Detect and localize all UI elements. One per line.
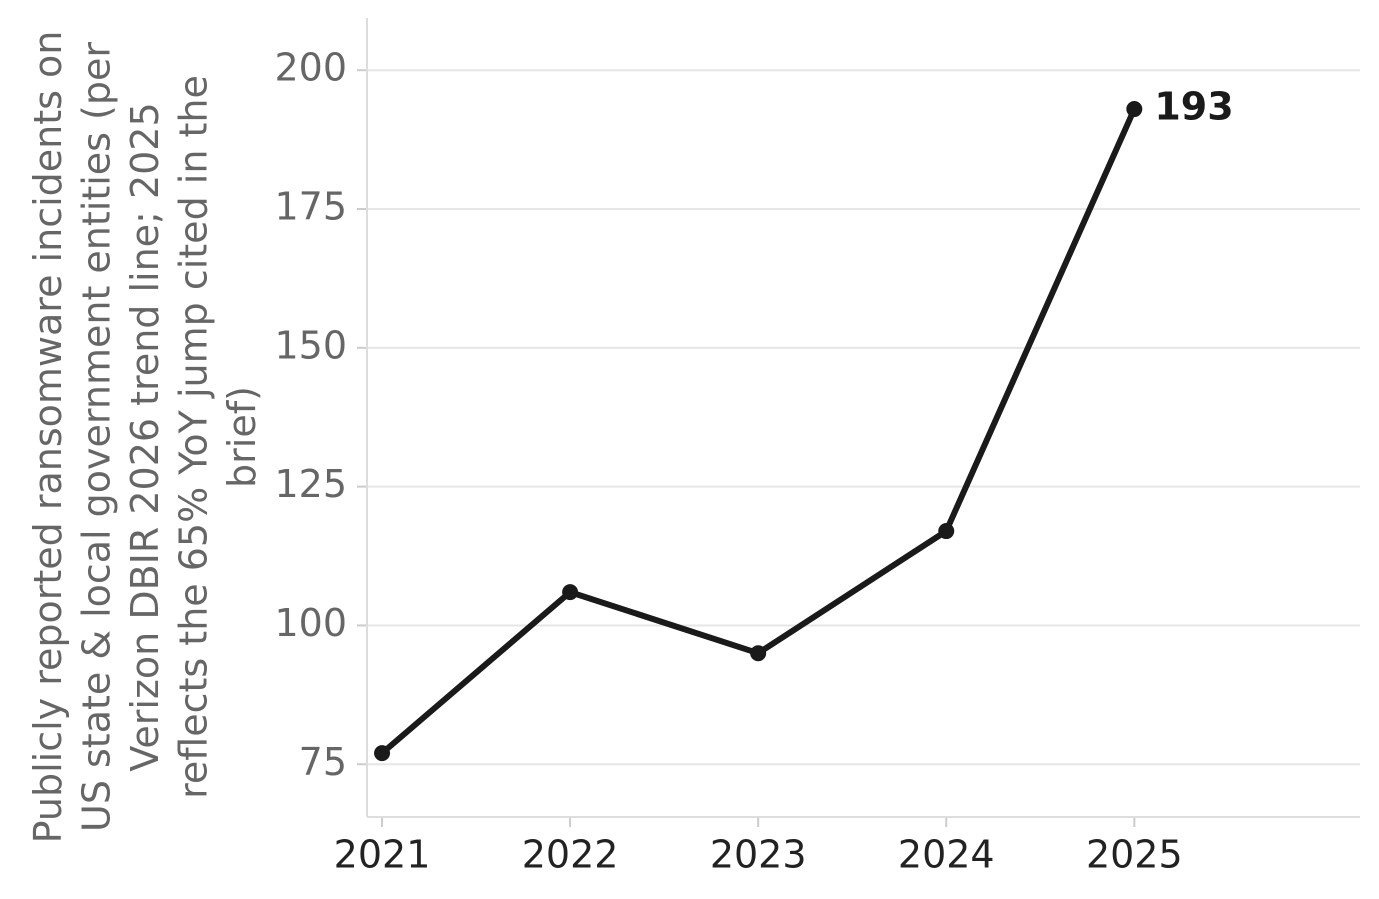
x-tick-label: 2024 xyxy=(898,833,995,877)
y-tick-label: 200 xyxy=(274,46,347,90)
x-tick-label: 2023 xyxy=(710,833,807,877)
y-tick-label: 150 xyxy=(274,323,347,367)
y-tick-label: 75 xyxy=(299,740,347,784)
x-tick-label: 2022 xyxy=(522,833,619,877)
y-tick-label: 100 xyxy=(274,601,347,645)
x-tick-label: 2025 xyxy=(1086,833,1183,877)
point xyxy=(938,523,955,540)
data-label: 193 xyxy=(1154,85,1233,129)
x-tick-label: 2021 xyxy=(334,833,431,877)
y-tick-label: 175 xyxy=(274,185,347,229)
point xyxy=(750,645,767,662)
y-tick-label: 125 xyxy=(274,462,347,506)
y-axis-label: Publicly reported ransomware incidents o… xyxy=(26,31,264,844)
point xyxy=(1126,101,1143,118)
point xyxy=(562,584,579,601)
point xyxy=(374,745,391,762)
